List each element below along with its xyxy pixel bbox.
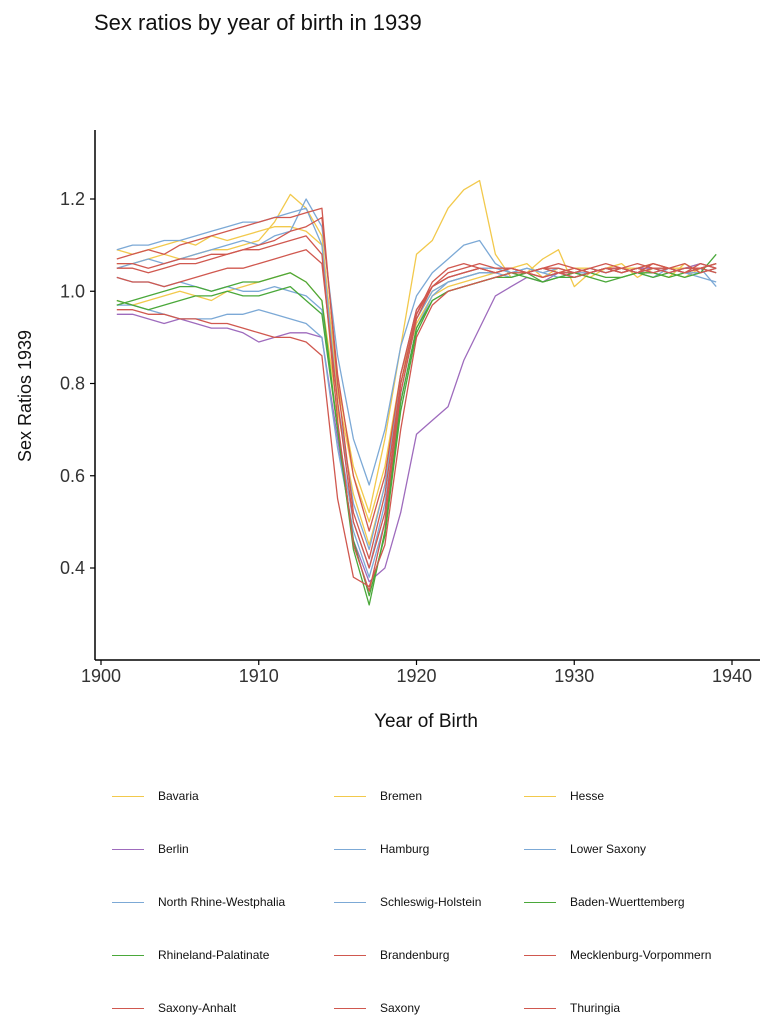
legend-label: Lower Saxony	[570, 842, 647, 856]
chart-title: Sex ratios by year of birth in 1939	[94, 10, 422, 35]
y-tick-label: 0.8	[60, 374, 85, 394]
series-line-lower-saxony	[116, 207, 717, 551]
legend-item: Brandenburg	[334, 943, 449, 967]
series-line-saxony	[116, 267, 717, 588]
x-tick-label: 1920	[396, 666, 436, 686]
legend-item: North Rhine-Westphalia	[112, 890, 285, 914]
legend-label: Saxony	[380, 1001, 421, 1015]
legend-item: Bremen	[334, 784, 422, 808]
legend-item: Baden-Wuerttemberg	[524, 890, 685, 914]
legend-swatch	[524, 1007, 556, 1009]
y-axis-ticks: 0.4 0.6 0.8 1.0 1.2	[60, 189, 95, 578]
legend-swatch	[334, 901, 366, 903]
series-line-bremen	[116, 262, 717, 546]
legend-label: Thuringia	[570, 1001, 621, 1015]
x-tick-label: 1910	[239, 666, 279, 686]
legend-item: Mecklenburg-Vorpommern	[524, 943, 711, 967]
legend-swatch	[112, 848, 144, 850]
series-line-saxony-anhalt	[116, 216, 717, 532]
x-axis-ticks: 1900 1910 1920 1930 1940	[81, 660, 752, 686]
legend-item: Lower Saxony	[524, 837, 646, 861]
y-axis-label: Sex Ratios 1939	[15, 330, 35, 462]
legend-swatch	[112, 1007, 144, 1009]
legend-item: Bavaria	[112, 784, 199, 808]
legend-swatch	[334, 795, 366, 797]
series-line-hesse	[116, 179, 717, 514]
legend-swatch	[334, 848, 366, 850]
y-tick-label: 0.4	[60, 558, 85, 578]
legend-item: Saxony-Anhalt	[112, 996, 236, 1020]
legend-swatch	[112, 954, 144, 956]
series-line-brandenburg	[116, 235, 717, 592]
series-line-hamburg	[116, 198, 717, 486]
legend-label: Brandenburg	[380, 948, 450, 962]
series-line-bavaria	[116, 193, 717, 523]
legend-label: Bremen	[380, 789, 423, 803]
legend-swatch	[334, 1007, 366, 1009]
legend-item: Berlin	[112, 837, 189, 861]
legend-swatch	[524, 901, 556, 903]
x-tick-label: 1900	[81, 666, 121, 686]
legend-item: Schleswig-Holstein	[334, 890, 481, 914]
legend-label: Schleswig-Holstein	[380, 895, 482, 909]
legend-swatch	[112, 901, 144, 903]
legend-item: Hesse	[524, 784, 604, 808]
legend-swatch	[334, 954, 366, 956]
x-tick-label: 1940	[712, 666, 752, 686]
legend-label: Baden-Wuerttemberg	[570, 895, 685, 909]
series-lines	[116, 179, 717, 606]
series-line-baden-wuerttemberg	[116, 253, 717, 606]
legend-label: North Rhine-Westphalia	[158, 895, 286, 909]
legend-label: Hesse	[570, 789, 605, 803]
y-tick-label: 1.2	[60, 189, 85, 209]
legend-label: Mecklenburg-Vorpommern	[570, 948, 712, 962]
legend-swatch	[524, 954, 556, 956]
legend-label: Hamburg	[380, 842, 430, 856]
x-axis-label: Year of Birth	[374, 711, 478, 732]
legend-swatch	[524, 848, 556, 850]
x-tick-label: 1930	[554, 666, 594, 686]
legend-label: Rhineland-Palatinate	[158, 948, 270, 962]
series-line-rhineland-palatinate	[116, 262, 717, 597]
legend-label: Saxony-Anhalt	[158, 1001, 237, 1015]
legend-label: Berlin	[158, 842, 189, 856]
series-line-thuringia	[116, 249, 717, 569]
line-chart: 1900 1910 1920 1930 1940 0.4 0.6 0.8 1.0 1.2 Yea…	[15, 130, 760, 732]
legend-swatch	[112, 795, 144, 797]
legend-item: Rhineland-Palatinate	[112, 943, 269, 967]
legend-item: Thuringia	[524, 996, 620, 1020]
legend-item: Hamburg	[334, 837, 429, 861]
legend-item: Saxony	[334, 996, 420, 1020]
legend-label: Bavaria	[158, 789, 199, 803]
y-tick-label: 0.6	[60, 466, 85, 486]
legend-swatch	[524, 795, 556, 797]
y-tick-label: 1.0	[60, 281, 85, 301]
